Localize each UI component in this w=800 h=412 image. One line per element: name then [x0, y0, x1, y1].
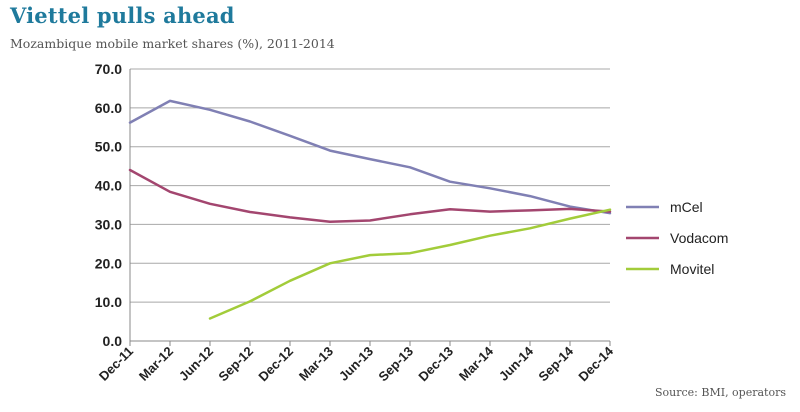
y-tick-label: 40.0 — [95, 178, 122, 194]
x-tick-label: Jun-12 — [176, 344, 216, 384]
x-tick-label: Sep-14 — [535, 343, 576, 384]
x-tick-label: Dec-11 — [96, 344, 136, 384]
x-tick-label: Dec-14 — [575, 343, 616, 384]
y-tick-label: 50.0 — [95, 139, 122, 155]
legend-label-mcel: mCel — [670, 199, 703, 215]
y-tick-label: 70.0 — [95, 61, 122, 77]
x-tick-label: Jun-13 — [336, 344, 376, 384]
series-line-mcel — [128, 99, 612, 215]
y-tick-label: 30.0 — [95, 216, 122, 232]
legend-label-movitel: Movitel — [670, 261, 714, 277]
x-tick-label: Mar-13 — [296, 344, 336, 384]
gridlines — [129, 68, 610, 342]
chart-title: Viettel pulls ahead — [10, 3, 235, 28]
x-axis-ticks: Dec-11 Mar-12 Jun-12 Sep-12 Dec-12 Mar-13 Jun-… — [96, 341, 617, 384]
x-tick-label: Sep-13 — [375, 344, 416, 385]
x-tick-label: Mar-14 — [456, 343, 497, 384]
chart-subtitle: Mozambique mobile market shares (%), 201… — [10, 36, 335, 51]
x-tick-label: Dec-12 — [255, 344, 296, 385]
y-tick-label: 60.0 — [95, 100, 122, 116]
series-lines — [128, 99, 612, 320]
y-tick-label: 10.0 — [95, 294, 122, 310]
y-tick-label: 0.0 — [103, 333, 123, 349]
legend-label-vodacom: Vodacom — [670, 230, 728, 246]
x-tick-label: Sep-12 — [215, 344, 256, 385]
y-axis-ticks: 0.0 10.0 20.0 30.0 40.0 50.0 60.0 70.0 — [95, 61, 122, 349]
x-tick-label: Dec-13 — [415, 344, 456, 385]
y-tick-label: 20.0 — [95, 255, 122, 271]
legend: mCel Vodacom Movitel — [626, 199, 728, 277]
series-line-movitel — [208, 208, 612, 320]
source-note: Source: BMI, operators — [655, 386, 786, 399]
series-line-vodacom — [128, 168, 612, 223]
x-tick-label: Jun-14 — [496, 343, 537, 384]
x-tick-label: Mar-12 — [136, 344, 176, 384]
